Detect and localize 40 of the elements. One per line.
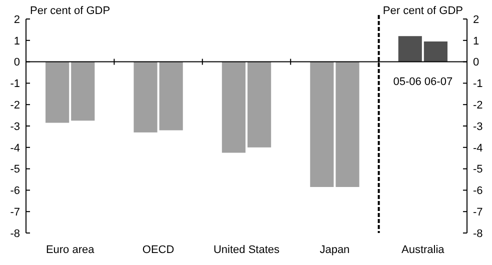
y-tick-label: 1 (14, 35, 20, 48)
bar (248, 62, 272, 148)
y-axis-title: Per cent of GDP (30, 5, 110, 17)
bar (71, 62, 95, 121)
y-tick-label: -2 (10, 99, 20, 112)
y2-tick-label: -1 (473, 78, 483, 90)
y2-tick-label: -3 (473, 120, 483, 133)
y-tick-label: 2 (14, 14, 20, 26)
x-tick-label: United States (213, 244, 280, 256)
bar (424, 41, 448, 62)
y-tick-label: -4 (10, 142, 20, 154)
y2-tick-label: -4 (473, 142, 483, 154)
y-tick-label: 0 (14, 56, 20, 69)
x-tick-label: OECD (142, 244, 174, 256)
y2-tick-label: -2 (473, 99, 483, 112)
y2-axis-title: Per cent of GDP (382, 5, 463, 17)
y2-tick-label: 0 (473, 56, 480, 69)
annotation: 05-06 06-07 (393, 76, 453, 88)
bar (222, 62, 246, 153)
x-tick-label: Japan (320, 244, 350, 256)
y2-tick-label: -6 (473, 185, 483, 198)
y-tick-label: -8 (10, 228, 20, 240)
y2-tick-label: -7 (473, 206, 483, 218)
y2-tick-label: -5 (473, 164, 483, 176)
y-tick-label: -1 (10, 78, 20, 90)
y-tick-label: -5 (10, 164, 20, 176)
x-tick-label: Australia (402, 244, 446, 256)
bar (310, 62, 334, 187)
bar (336, 62, 360, 187)
y-tick-label: -7 (10, 206, 20, 218)
y-tick-label: -6 (10, 185, 20, 198)
y2-tick-label: 2 (473, 14, 480, 26)
y2-tick-label: 1 (473, 35, 480, 48)
x-tick-label: Euro area (46, 244, 96, 256)
bar (398, 36, 422, 62)
bar (159, 62, 183, 130)
bar (134, 62, 158, 132)
bar (46, 62, 70, 123)
y-tick-label: -3 (10, 120, 20, 133)
y2-tick-label: -8 (473, 228, 483, 240)
